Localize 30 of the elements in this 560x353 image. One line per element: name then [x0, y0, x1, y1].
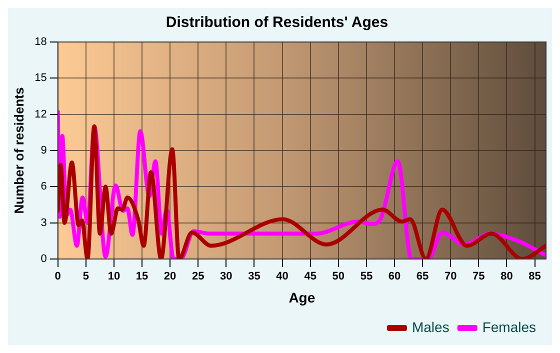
x-tick-label: 55: [360, 270, 373, 283]
legend-label: Females: [482, 318, 536, 335]
x-tick-label: 80: [500, 270, 513, 283]
x-tick-label: 15: [136, 270, 148, 283]
y-tick-label: 0: [40, 253, 47, 266]
y-tick-label: 9: [40, 144, 47, 157]
y-tick-label: 3: [40, 216, 47, 229]
x-tick-label: 10: [108, 270, 120, 283]
x-tick-label: 45: [304, 270, 316, 283]
x-tick-label: 85: [528, 270, 541, 283]
x-tick-label: 65: [416, 270, 429, 283]
y-axis-title: Number of residents: [11, 87, 26, 214]
x-axis-title: Age: [288, 289, 316, 306]
x-tick-label: 50: [332, 270, 345, 283]
x-tick-label: 60: [388, 270, 401, 283]
y-tick-label: 15: [34, 72, 47, 84]
x-tick-label: 5: [82, 270, 89, 283]
y-tick-label: 18: [34, 36, 47, 48]
chart-title: Distribution of Residents' Ages: [166, 14, 388, 32]
x-tick-label: 25: [192, 270, 204, 283]
x-tick-label: 35: [248, 270, 260, 283]
x-tick-label: 30: [220, 270, 232, 283]
y-tick-label: 12: [34, 108, 47, 120]
x-tick-label: 75: [472, 270, 485, 283]
legend-label: Males: [412, 318, 450, 335]
x-tick-label: 40: [276, 270, 288, 283]
x-tick-label: 70: [444, 270, 457, 283]
x-tick-label: 20: [164, 270, 176, 283]
y-tick-label: 6: [40, 180, 47, 193]
x-tick-label: 0: [54, 270, 61, 283]
